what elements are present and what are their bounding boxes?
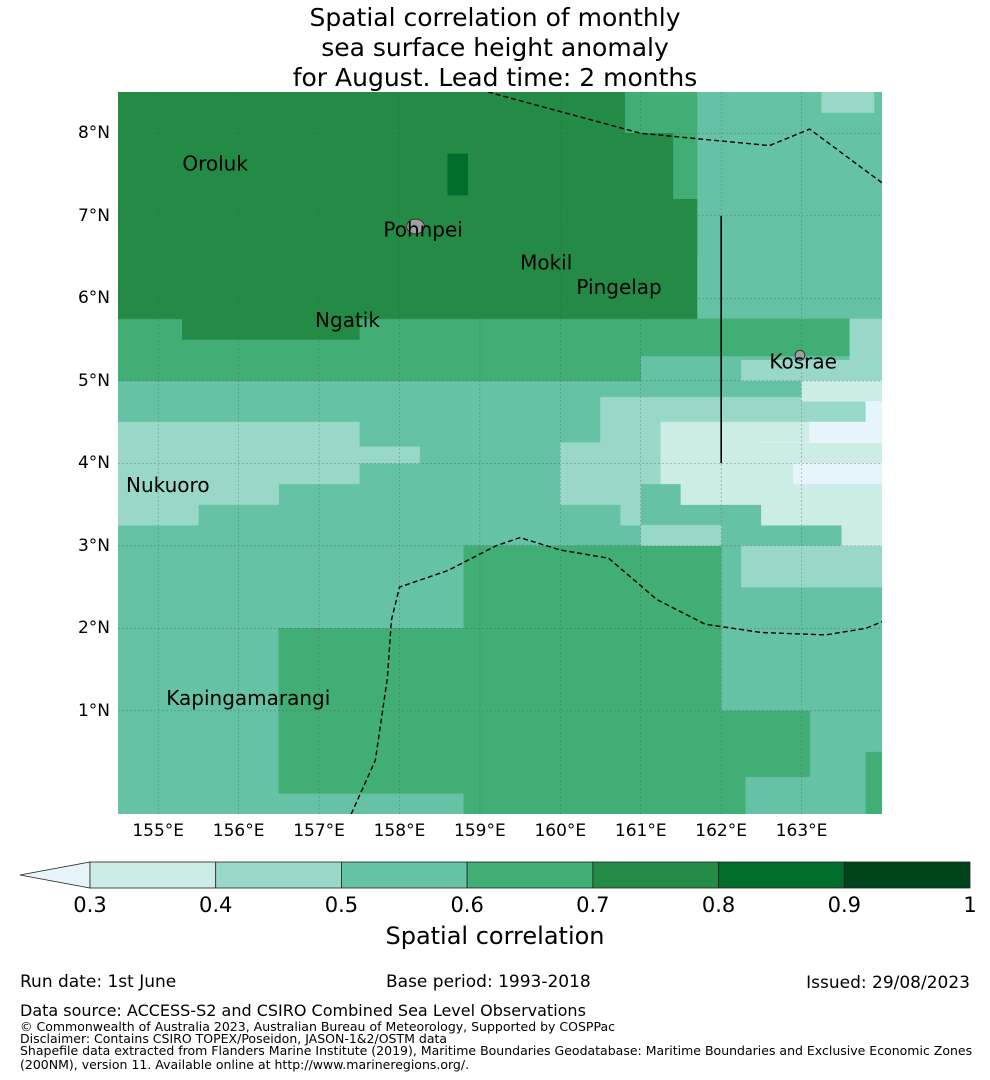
lat-tick-label: 7°N <box>77 205 110 226</box>
shapefile-credit-line-1: Shapefile data extracted from Flanders M… <box>20 1043 973 1058</box>
lat-tick-label: 5°N <box>77 370 110 391</box>
colorbar-bin-2 <box>341 861 468 889</box>
place-label-oroluk: Oroluk <box>182 151 248 175</box>
eez-boundary-0 <box>487 92 882 184</box>
correlation-region-14 <box>660 421 882 547</box>
lon-tick-label: 155°E <box>132 821 185 841</box>
colorbar-tick-label: 0.7 <box>576 893 610 917</box>
lon-tick-label: 162°E <box>695 821 748 841</box>
place-label-pingelap: Pingelap <box>576 275 661 299</box>
place-label-pohnpei: Pohnpei <box>383 217 463 241</box>
place-label-mokil: Mokil <box>520 250 572 274</box>
lon-tick-label: 157°E <box>293 821 345 841</box>
colorbar-tick-label: 0.8 <box>701 893 736 917</box>
lat-tick-label: 6°N <box>77 288 110 309</box>
correlation-region-17 <box>793 463 882 485</box>
place-label-kapingamarangi: Kapingamarangi <box>166 686 330 710</box>
colorbar-extension-arrow <box>19 861 91 889</box>
colorbar-bin-0 <box>89 861 217 889</box>
correlation-region-11 <box>849 318 882 361</box>
colorbar-tick-label: 0.5 <box>324 893 359 917</box>
lon-tick-label: 161°E <box>614 821 667 841</box>
colorbar-tick-label: 1 <box>963 893 977 917</box>
place-label-kosrae: Kosrae <box>769 349 837 373</box>
lat-tick-label: 1°N <box>77 700 110 721</box>
lon-tick-label: 156°E <box>212 821 265 841</box>
run-date: Run date: 1st June <box>20 972 177 992</box>
lon-tick-label: 160°E <box>534 821 587 841</box>
lat-tick-label: 3°N <box>77 535 110 556</box>
copyright-notice: © Commonwealth of Australia 2023, Austra… <box>20 1019 615 1034</box>
colorbar-label: Spatial correlation <box>385 922 605 950</box>
issued-date: Issued: 29/08/2023 <box>806 973 970 993</box>
lat-tick-label: 8°N <box>77 123 110 144</box>
chart-title-line-3: for August. Lead time: 2 months <box>292 63 698 92</box>
correlation-region-15 <box>801 380 882 402</box>
colorbar-bin-3 <box>466 861 594 889</box>
colorbar-bin-6 <box>843 861 971 889</box>
kosrae-island <box>794 349 806 361</box>
lon-tick-label: 159°E <box>454 821 506 841</box>
correlation-region-7 <box>447 153 469 196</box>
lat-tick-label: 2°N <box>77 618 110 639</box>
place-label-nukuoro: Nukuoro <box>126 473 210 497</box>
lon-tick-label: 163°E <box>775 821 828 841</box>
colorbar-bin-4 <box>592 861 719 889</box>
lon-tick-label: 158°E <box>373 821 426 841</box>
colorbar-bin-1 <box>215 861 342 889</box>
correlation-region-10 <box>741 359 882 382</box>
colorbar-tick-label: 0.4 <box>199 893 233 917</box>
correlation-region-5 <box>865 751 882 814</box>
lat-tick-label: 4°N <box>77 453 110 474</box>
eez-boundary-1 <box>350 536 882 814</box>
disclaimer: Disclaimer: Contains CSIRO TOPEX/Poseido… <box>20 1031 448 1046</box>
correlation-region-13 <box>821 92 875 113</box>
chart-title-line-2: sea surface height anomaly <box>321 33 669 62</box>
colorbar-bin-5 <box>718 861 845 889</box>
base-period: Base period: 1993-2018 <box>386 972 591 992</box>
colorbar <box>19 861 971 889</box>
colorbar-tick-label: 0.3 <box>73 893 107 917</box>
colorbar-tick-label: 0.9 <box>827 893 861 917</box>
place-label-ngatik: Ngatik <box>315 308 380 332</box>
pohnpei-island <box>406 218 425 235</box>
data-source: Data source: ACCESS-S2 and CSIRO Combine… <box>20 1001 586 1020</box>
correlation-region-8 <box>118 421 420 526</box>
colorbar-tick-label: 0.6 <box>450 893 484 917</box>
correlation-region-16 <box>761 401 882 443</box>
shapefile-credit-line-2: (200NM), version 11. Available online at… <box>20 1057 470 1072</box>
chart-title-line-1: Spatial correlation of monthly <box>309 3 681 32</box>
correlation-region-12 <box>741 545 882 588</box>
